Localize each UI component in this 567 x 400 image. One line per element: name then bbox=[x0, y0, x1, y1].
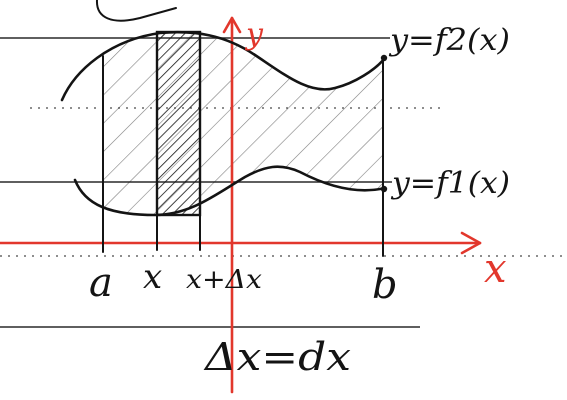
y-axis-label: y bbox=[244, 17, 264, 52]
y-axis-arrowhead bbox=[222, 16, 242, 34]
upper-curve-label: y=f2(x) bbox=[388, 23, 510, 58]
x-axis-arrowhead bbox=[460, 231, 482, 255]
upper-curve-endpoint bbox=[380, 54, 388, 62]
lower-curve-label: y=f1(x) bbox=[390, 166, 510, 201]
bound-label-x-plus-dx: x+Δx bbox=[186, 265, 262, 295]
bound-label-b: b bbox=[372, 262, 398, 308]
lower-curve bbox=[73, 165, 387, 217]
differential-note: Δx=dx bbox=[203, 335, 351, 379]
bound-label-x: x bbox=[143, 257, 162, 297]
area-strip bbox=[155, 30, 202, 217]
upper-curve bbox=[60, 30, 387, 102]
annotation-stroke bbox=[95, 0, 177, 22]
lower-curve-endpoint bbox=[380, 185, 388, 193]
bound-label-a: a bbox=[89, 260, 113, 306]
x-axis-label: x bbox=[484, 246, 507, 292]
